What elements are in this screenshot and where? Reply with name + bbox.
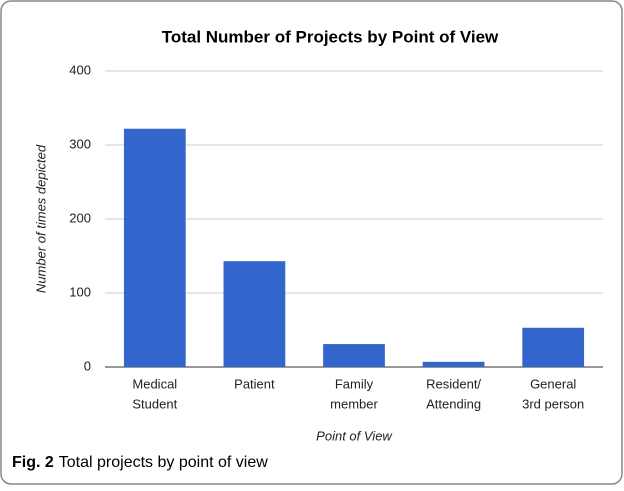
- caption-text: Total projects by point of view: [59, 454, 268, 471]
- x-tick-label: Resident/: [426, 376, 481, 391]
- x-tick-label: Student: [132, 396, 177, 411]
- x-tick-label: 3rd person: [522, 396, 584, 411]
- bar: [223, 261, 286, 367]
- x-tick-label: Patient: [234, 376, 275, 391]
- caption-label: Fig. 2: [12, 454, 54, 471]
- x-axis-title: Point of View: [316, 428, 393, 443]
- x-tick-label: member: [330, 396, 378, 411]
- y-tick-label: 300: [69, 136, 91, 151]
- x-tick-label: Medical: [132, 376, 177, 391]
- y-tick-label: 200: [69, 210, 91, 225]
- x-tick-label: Family: [335, 376, 374, 391]
- bar: [123, 128, 186, 367]
- bar: [323, 344, 385, 367]
- y-tick-label: 0: [84, 358, 91, 373]
- x-tick-label: Attending: [426, 396, 481, 411]
- bar: [522, 327, 585, 367]
- y-tick-label: 100: [69, 284, 91, 299]
- y-tick-label: 400: [69, 62, 91, 77]
- y-axis-title: Number of times depicted: [33, 144, 48, 293]
- bar: [422, 361, 485, 367]
- chart-title: Total Number of Projects by Point of Vie…: [162, 27, 499, 46]
- caption: Fig. 2 Total projects by point of view: [12, 454, 268, 471]
- x-tick-label: General: [530, 376, 576, 391]
